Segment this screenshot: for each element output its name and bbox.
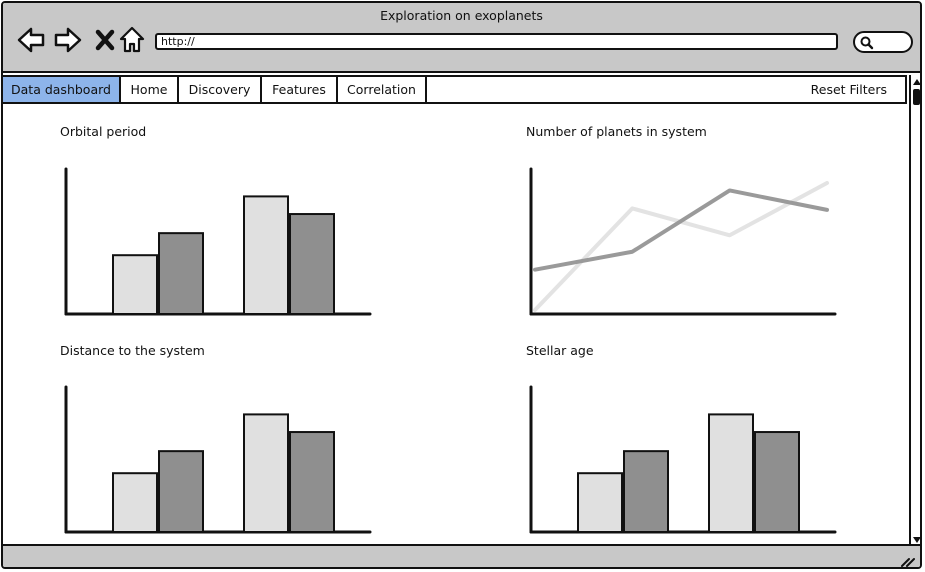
tab-bar: Data dashboard Home Discovery Features C… bbox=[3, 75, 907, 104]
forward-arrow-icon[interactable] bbox=[53, 25, 83, 55]
resize-grip-icon[interactable] bbox=[900, 554, 916, 568]
status-bar bbox=[3, 544, 920, 568]
orbital-period-chart bbox=[64, 167, 372, 316]
chart-title-orbital-period: Orbital period bbox=[60, 124, 147, 139]
bar-0-1 bbox=[158, 450, 204, 533]
bar-0-1 bbox=[158, 232, 204, 315]
browser-toolbar: Exploration on exoplanets http:// bbox=[3, 3, 920, 73]
home-icon[interactable] bbox=[117, 25, 147, 55]
tab-features[interactable]: Features bbox=[262, 77, 338, 102]
tab-home[interactable]: Home bbox=[121, 77, 179, 102]
bar-0-0 bbox=[577, 472, 623, 533]
chart-title-planets-in-system: Number of planets in system bbox=[526, 124, 707, 139]
bar-1-1 bbox=[754, 431, 800, 533]
chart-title-stellar-age: Stellar age bbox=[526, 343, 594, 358]
bar-0-0 bbox=[112, 254, 158, 315]
planets-in-system-chart bbox=[529, 167, 837, 316]
bar-1-1 bbox=[289, 431, 335, 533]
reset-filters-button[interactable]: Reset Filters bbox=[810, 82, 887, 97]
scroll-up-arrow-icon[interactable] bbox=[912, 77, 922, 87]
search-icon bbox=[860, 36, 874, 50]
back-arrow-icon[interactable] bbox=[16, 25, 46, 55]
search-field[interactable] bbox=[853, 31, 913, 53]
url-input[interactable]: http:// bbox=[155, 33, 838, 50]
bar-1-0 bbox=[243, 195, 289, 315]
bar-0-0 bbox=[112, 472, 158, 533]
bar-0-1 bbox=[623, 450, 669, 533]
distance-chart bbox=[64, 385, 372, 534]
chart-title-distance: Distance to the system bbox=[60, 343, 205, 358]
tab-discovery[interactable]: Discovery bbox=[179, 77, 262, 102]
close-x-icon[interactable] bbox=[90, 25, 120, 55]
line-series-1 bbox=[533, 188, 829, 272]
scrollbar-thumb[interactable] bbox=[913, 89, 920, 105]
bar-1-0 bbox=[243, 413, 289, 533]
tab-data-dashboard[interactable]: Data dashboard bbox=[3, 77, 121, 102]
tab-correlation[interactable]: Correlation bbox=[338, 77, 427, 102]
bar-1-1 bbox=[289, 213, 335, 315]
stellar-age-chart bbox=[529, 385, 837, 534]
bar-1-0 bbox=[708, 413, 754, 533]
scroll-down-arrow-icon[interactable] bbox=[912, 535, 922, 545]
vertical-scrollbar[interactable] bbox=[909, 75, 922, 545]
window-title: Exploration on exoplanets bbox=[380, 8, 543, 23]
